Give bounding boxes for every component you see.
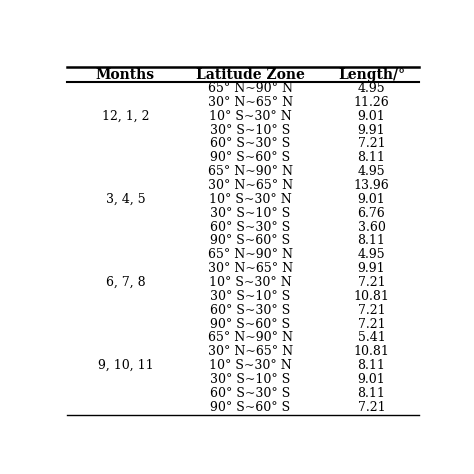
- Text: 30° S~10° S: 30° S~10° S: [210, 207, 291, 220]
- Text: 6.76: 6.76: [357, 207, 385, 220]
- Text: 10° S~30° N: 10° S~30° N: [209, 276, 292, 289]
- Text: 5.41: 5.41: [357, 331, 385, 345]
- Text: 7.21: 7.21: [358, 401, 385, 414]
- Text: 7.21: 7.21: [358, 137, 385, 151]
- Text: 4.95: 4.95: [358, 165, 385, 178]
- Text: Latitude Zone: Latitude Zone: [196, 68, 305, 82]
- Text: 30° N~65° N: 30° N~65° N: [208, 96, 293, 109]
- Text: 10.81: 10.81: [354, 345, 390, 358]
- Text: 9.91: 9.91: [358, 124, 385, 137]
- Text: 10° S~30° N: 10° S~30° N: [209, 193, 292, 206]
- Text: 30° N~65° N: 30° N~65° N: [208, 262, 293, 275]
- Text: 3, 4, 5: 3, 4, 5: [106, 193, 145, 206]
- Text: 65° N~90° N: 65° N~90° N: [208, 248, 293, 261]
- Text: 60° S~30° S: 60° S~30° S: [210, 137, 291, 151]
- Text: 90° S~60° S: 90° S~60° S: [210, 151, 291, 164]
- Text: 65° N~90° N: 65° N~90° N: [208, 165, 293, 178]
- Text: 65° N~90° N: 65° N~90° N: [208, 82, 293, 95]
- Text: 10.81: 10.81: [354, 290, 390, 303]
- Text: 8.11: 8.11: [357, 359, 385, 372]
- Text: 30° S~10° S: 30° S~10° S: [210, 373, 291, 386]
- Text: 6, 7, 8: 6, 7, 8: [106, 276, 145, 289]
- Text: 60° S~30° S: 60° S~30° S: [210, 387, 291, 400]
- Text: 11.26: 11.26: [354, 96, 389, 109]
- Text: 4.95: 4.95: [358, 82, 385, 95]
- Text: 7.21: 7.21: [358, 276, 385, 289]
- Text: 12, 1, 2: 12, 1, 2: [101, 110, 149, 123]
- Text: 60° S~30° S: 60° S~30° S: [210, 304, 291, 317]
- Text: 9.91: 9.91: [358, 262, 385, 275]
- Text: 9.01: 9.01: [357, 110, 385, 123]
- Text: 30° S~10° S: 30° S~10° S: [210, 290, 291, 303]
- Text: 30° N~65° N: 30° N~65° N: [208, 345, 293, 358]
- Text: 7.21: 7.21: [358, 318, 385, 330]
- Text: 10° S~30° N: 10° S~30° N: [209, 110, 292, 123]
- Text: 3.60: 3.60: [357, 220, 385, 234]
- Text: 30° S~10° S: 30° S~10° S: [210, 124, 291, 137]
- Text: 90° S~60° S: 90° S~60° S: [210, 235, 291, 247]
- Text: 7.21: 7.21: [358, 304, 385, 317]
- Text: 13.96: 13.96: [354, 179, 389, 192]
- Text: 9, 10, 11: 9, 10, 11: [98, 359, 153, 372]
- Text: 8.11: 8.11: [357, 235, 385, 247]
- Text: 30° N~65° N: 30° N~65° N: [208, 179, 293, 192]
- Text: 9.01: 9.01: [357, 373, 385, 386]
- Text: 4.95: 4.95: [358, 248, 385, 261]
- Text: 9.01: 9.01: [357, 193, 385, 206]
- Text: 8.11: 8.11: [357, 151, 385, 164]
- Text: 8.11: 8.11: [357, 387, 385, 400]
- Text: 90° S~60° S: 90° S~60° S: [210, 401, 291, 414]
- Text: Length/°: Length/°: [338, 68, 405, 82]
- Text: 10° S~30° N: 10° S~30° N: [209, 359, 292, 372]
- Text: 65° N~90° N: 65° N~90° N: [208, 331, 293, 345]
- Text: 90° S~60° S: 90° S~60° S: [210, 318, 291, 330]
- Text: Months: Months: [96, 68, 155, 82]
- Text: 60° S~30° S: 60° S~30° S: [210, 220, 291, 234]
